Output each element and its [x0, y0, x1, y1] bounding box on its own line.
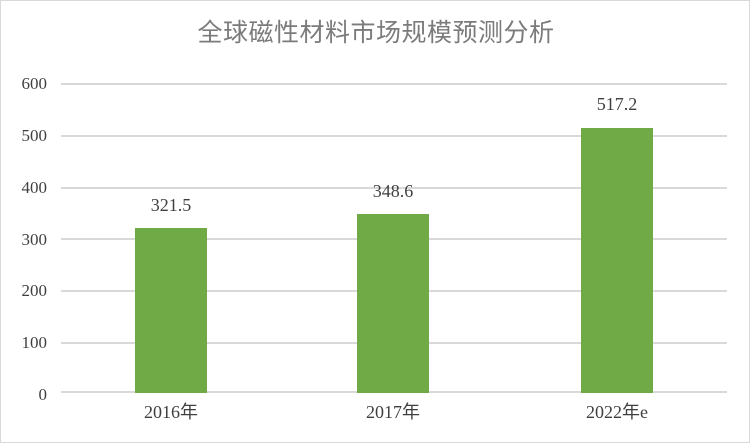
y-tick-label-500: 500 [21, 126, 48, 145]
bar-value-label-2016: 321.5 [150, 195, 192, 215]
y-tick-label-400: 400 [21, 178, 48, 197]
y-tick-label-100: 100 [21, 333, 48, 352]
bar-2017[interactable] [357, 214, 429, 393]
x-tick-label-2016: 2016年 [144, 402, 198, 422]
bar-value-label-2022e: 517.2 [596, 94, 638, 114]
y-tick-label-600: 600 [21, 74, 48, 93]
x-tick-label-2017: 2017年 [366, 402, 420, 422]
x-tick-label-2022e: 2022年e [586, 402, 648, 422]
plot-area [61, 83, 727, 393]
bar-value-label-2017: 348.6 [372, 181, 414, 201]
chart-title: 全球磁性材料市场规模预测分析 [197, 19, 555, 47]
bar-2016[interactable] [135, 227, 207, 393]
y-tick-label-200: 200 [21, 281, 48, 300]
y-tick-label-300: 300 [21, 230, 48, 249]
bar-2022e[interactable] [581, 127, 653, 393]
y-tick-label-0: 0 [38, 385, 48, 404]
gridline-400 [61, 187, 727, 189]
gridline-600 [61, 83, 727, 85]
gridline-500 [61, 135, 727, 137]
